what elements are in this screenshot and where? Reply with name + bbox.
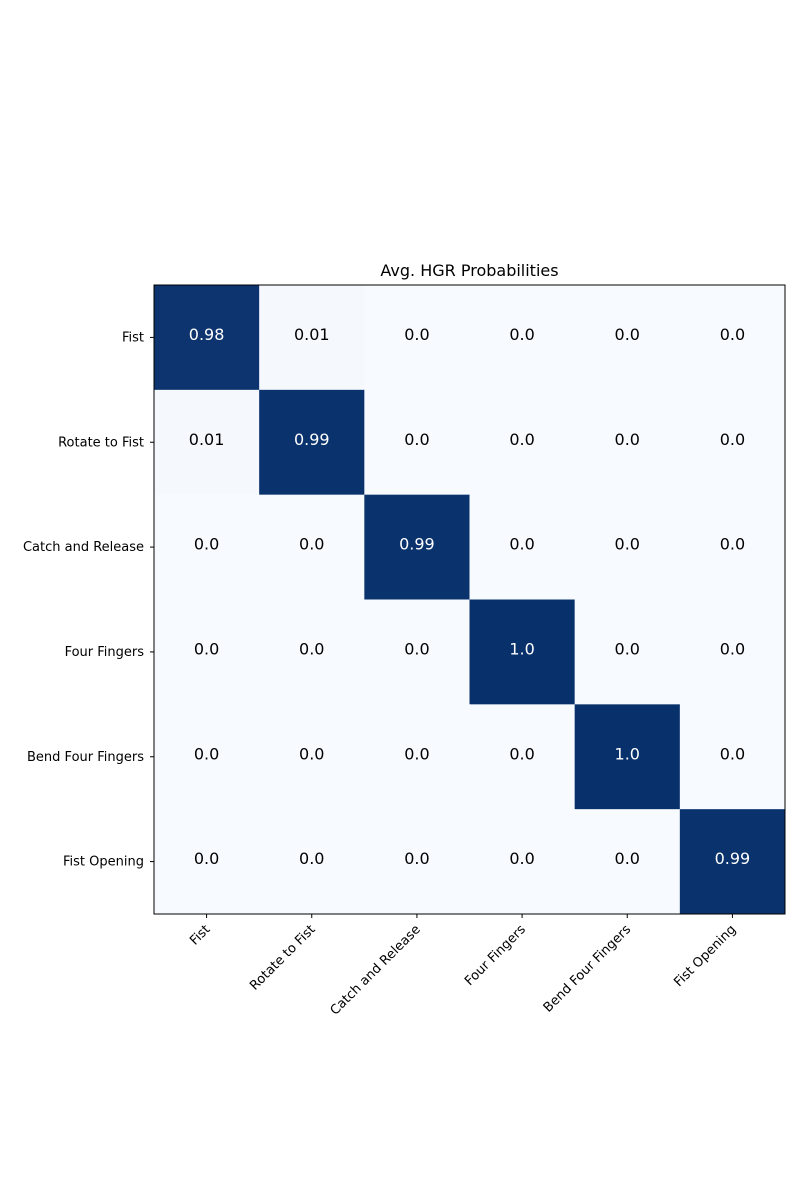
heatmap-cell: [364, 285, 470, 391]
cell-value-label: 0.0: [194, 744, 219, 763]
heatmap-cell: [259, 599, 365, 705]
y-tick-label: Rotate to Fist: [58, 435, 144, 450]
cell-value-label: 0.0: [509, 535, 534, 554]
heatmap-cell: [469, 494, 576, 600]
heatmap-cell: [259, 809, 365, 915]
cell-value-label: 0.01: [189, 430, 225, 449]
heatmap-cell: [574, 809, 681, 915]
heatmap-cell: [679, 494, 786, 600]
y-axis: Fist Rotate to Fist Catch and Release Four …: [23, 330, 154, 870]
cell-value-label: 0.0: [615, 535, 640, 554]
heatmap-cell: [679, 809, 786, 915]
heatmap-cell: [469, 599, 576, 705]
x-axis: Fist Rotate to Fist Catch and Release Four …: [187, 914, 739, 1018]
cell-value-label: 0.0: [404, 744, 429, 763]
x-tick-label: Bend Four Fingers: [541, 922, 634, 1015]
y-tick-label: Bend Four Fingers: [27, 750, 144, 765]
cell-value-label: 0.0: [509, 430, 534, 449]
cell-value-label: 0.0: [720, 639, 745, 658]
cell-value-label: 0.0: [509, 744, 534, 763]
cell-value-label: 0.0: [404, 325, 429, 344]
heatmap-cell: [574, 494, 681, 600]
cell-value-label: 0.0: [299, 744, 324, 763]
x-tick-label: Rotate to Fist: [247, 922, 318, 993]
cell-value-label: 0.0: [615, 639, 640, 658]
heatmap-cell: [679, 599, 786, 705]
heatmap-cell: [154, 704, 260, 810]
y-tick-label: Four Fingers: [65, 645, 145, 660]
cell-value-label: 1.0: [615, 744, 640, 763]
heatmap-cell: [154, 809, 260, 915]
cell-value-label: 0.01: [294, 325, 330, 344]
cell-value-label: 0.0: [404, 639, 429, 658]
cell-value-label: 0.0: [615, 325, 640, 344]
heatmap-cell: [154, 494, 260, 600]
x-tick-label: Fist: [187, 922, 213, 948]
cell-value-label: 0.0: [194, 639, 219, 658]
cell-value-label: 0.0: [720, 430, 745, 449]
heatmap-cell: [574, 704, 681, 810]
heatmap-cell: [679, 704, 786, 810]
cell-value-label: 0.0: [194, 849, 219, 868]
plot-frame: [153, 284, 786, 915]
x-tick-label: Four Fingers: [462, 922, 529, 989]
x-tick-label: Catch and Release: [328, 922, 424, 1018]
cell-value-label: 0.0: [720, 535, 745, 554]
y-tick-label: Catch and Release: [23, 540, 144, 555]
cell-value-label: 0.0: [299, 639, 324, 658]
y-tick-label: Fist: [122, 330, 144, 345]
cell-value-label: 0.0: [720, 744, 745, 763]
heatmap-cell: [259, 494, 365, 600]
cell-value-label: 0.0: [404, 849, 429, 868]
cell-value-label: 0.0: [299, 535, 324, 554]
heatmap-cell: [469, 704, 576, 810]
heatmap-cell: [679, 389, 786, 496]
cell-value-label: 0.0: [194, 535, 219, 554]
cell-value-label: 0.0: [509, 325, 534, 344]
cell-value-label: 0.99: [294, 430, 330, 449]
cell-value-label: 0.0: [404, 430, 429, 449]
cell-value-label: 0.99: [399, 535, 435, 554]
heatmap-cell: [469, 389, 576, 496]
heatmap-cell: [679, 285, 786, 391]
heatmap-cell: [154, 599, 260, 705]
heatmap-cell: [574, 285, 681, 391]
heatmap-value-labels: 0.98 0.01 0.0 0.0 0.0 0.0 0.01 0.99 0.0 0.0 0.0 0.0…: [189, 325, 750, 868]
heatmap-cell: [574, 389, 681, 496]
y-tick-label: Fist Opening: [63, 855, 144, 870]
cell-value-label: 0.99: [715, 849, 751, 868]
heatmap-cell: [469, 809, 576, 915]
heatmap-cells: [154, 285, 786, 915]
heatmap-cell: [364, 494, 470, 600]
heatmap-cell: [364, 809, 470, 915]
heatmap-cell: [364, 704, 470, 810]
cell-value-label: 0.0: [299, 849, 324, 868]
heatmap-cell: [364, 599, 470, 705]
cell-value-label: 0.0: [615, 849, 640, 868]
cell-value-label: 1.0: [509, 639, 534, 658]
heatmap-cell: [259, 389, 365, 496]
cell-value-label: 0.0: [615, 430, 640, 449]
heatmap-cell: [574, 599, 681, 705]
heatmap-cell: [154, 285, 260, 391]
cell-value-label: 0.0: [509, 849, 534, 868]
heatmap-cell: [259, 285, 365, 391]
heatmap-cell: [364, 389, 470, 496]
cell-value-label: 0.0: [720, 325, 745, 344]
cell-value-label: 0.98: [189, 325, 225, 344]
heatmap-cell: [154, 389, 260, 496]
chart-title: Avg. HGR Probabilities: [380, 261, 558, 280]
heatmap-cell: [469, 285, 576, 391]
x-tick-label: Fist Opening: [671, 922, 739, 990]
heatmap-cell: [259, 704, 365, 810]
